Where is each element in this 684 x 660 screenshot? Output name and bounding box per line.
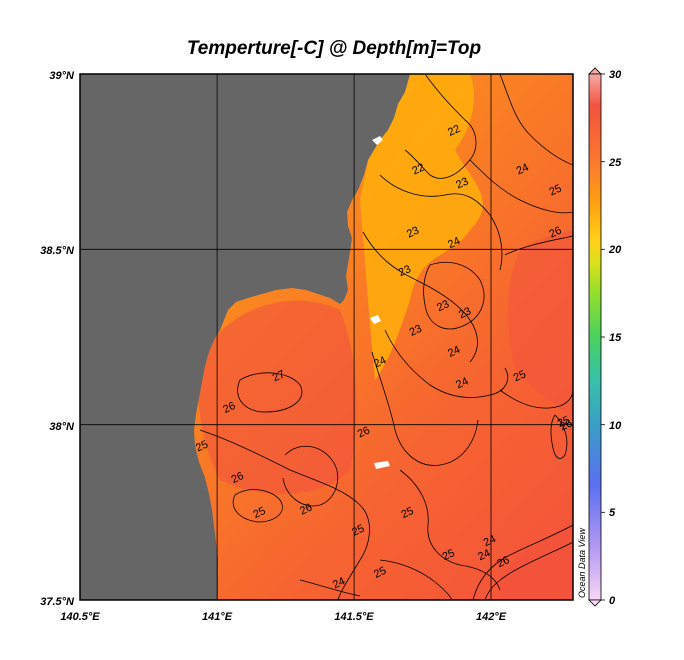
y-tick-label: 37.5°N	[40, 596, 75, 608]
contour-label: 26	[230, 470, 246, 486]
contour-line	[423, 261, 485, 330]
warm-core-offshore	[508, 230, 573, 420]
colorbar-tick-label: 5	[609, 507, 616, 519]
contour-line	[499, 389, 573, 409]
contour-label: 24	[482, 533, 498, 549]
x-axis-ticks: 140.5°E 141°E 141.5°E 142°E	[60, 611, 506, 623]
colorbar-tick-label: 15	[609, 332, 622, 344]
contour-line	[472, 524, 573, 600]
contour-line	[237, 372, 303, 413]
contour-label: 23	[408, 323, 424, 339]
contour-label: 24	[454, 375, 470, 391]
contour-line	[232, 489, 283, 523]
contour-line	[199, 429, 370, 600]
contour-label: 25	[194, 438, 210, 454]
contour-line	[379, 174, 503, 271]
contour-label: 24	[446, 344, 462, 360]
plot-frame	[79, 73, 574, 601]
contour-label: 24	[476, 547, 492, 563]
contour-label: 23	[454, 175, 470, 191]
contour-label: 25	[399, 505, 415, 521]
contour-label: 25	[441, 547, 457, 563]
colorbar-ticks	[601, 73, 605, 601]
contour-label: 25	[372, 565, 388, 581]
warm-core-nearshore	[198, 300, 357, 494]
contour-label: 25	[512, 368, 528, 384]
warm-patch-se	[500, 520, 573, 600]
contour-label: 26	[298, 502, 314, 518]
y-tick-label: 38.5°N	[40, 245, 75, 257]
contour-label: 24	[331, 575, 347, 591]
contour-line	[362, 231, 478, 363]
contour-line	[282, 446, 339, 507]
ocean-data-view-credit: Ocean Data View	[577, 528, 587, 598]
white-island-2	[374, 461, 390, 469]
x-tick-label: 141.5°E	[334, 611, 374, 623]
contour-label: 23	[405, 225, 421, 241]
y-tick-label: 38°N	[49, 421, 75, 433]
contour-label: 25	[547, 182, 563, 198]
contour-label: 24	[515, 161, 531, 177]
white-island-3	[370, 315, 381, 324]
contour-label: 26	[356, 424, 372, 440]
contour-line	[504, 235, 573, 256]
colorbar-tick-label: 20	[608, 244, 622, 256]
contour-label: 27	[271, 368, 287, 384]
contour-label: 26	[221, 400, 237, 416]
colorbar-tick-label: 10	[609, 420, 622, 432]
colorbar-tick-label: 0	[609, 595, 616, 607]
contour-label: 26	[547, 225, 563, 241]
x-tick-label: 141°E	[202, 611, 233, 623]
chart-title: Temperture[-C] @ Depth[m]=Top	[187, 38, 481, 59]
contour-label: 25	[556, 414, 572, 430]
contour-label: 24	[446, 235, 462, 251]
colorbar-scale	[588, 73, 602, 601]
colorbar: 30 25 20 15 10 5 0	[588, 67, 622, 607]
contour-line	[550, 414, 568, 459]
y-axis-ticks: 39°N 38.5°N 38°N 37.5°N	[40, 70, 75, 608]
contour-label: 22	[446, 123, 462, 139]
y-tick-label: 39°N	[49, 70, 75, 82]
colorbar-bottom-cap	[588, 599, 602, 607]
contour-line	[484, 541, 573, 600]
contour-line	[371, 351, 479, 466]
contour-label: 24	[372, 354, 388, 370]
x-tick-label: 142°E	[476, 611, 507, 623]
colorbar-tick-label: 25	[608, 157, 622, 169]
colorbar-tick-label: 30	[609, 69, 622, 81]
contour-label: 26	[558, 417, 574, 433]
contour-label: 23	[435, 298, 451, 314]
x-tick-label: 140.5°E	[60, 611, 100, 623]
contour-line	[299, 579, 361, 597]
contour-line	[399, 469, 501, 591]
lat-lon-grid	[80, 74, 573, 600]
contour-label: 25	[251, 505, 267, 521]
contour-line	[499, 74, 573, 166]
contour-line	[404, 74, 477, 179]
contour-label: 26	[495, 554, 511, 570]
contour-line	[469, 159, 573, 214]
colorbar-top-cap	[588, 67, 602, 75]
contour-label: 23	[457, 305, 473, 321]
cool-tongue	[360, 74, 483, 380]
white-island-1	[372, 136, 383, 145]
contour-label: 22	[410, 161, 426, 177]
contour-label: 23	[397, 263, 413, 279]
contour-line	[384, 329, 509, 398]
contour-lines	[199, 74, 573, 600]
contour-line	[379, 559, 453, 600]
land-mass	[80, 74, 410, 600]
